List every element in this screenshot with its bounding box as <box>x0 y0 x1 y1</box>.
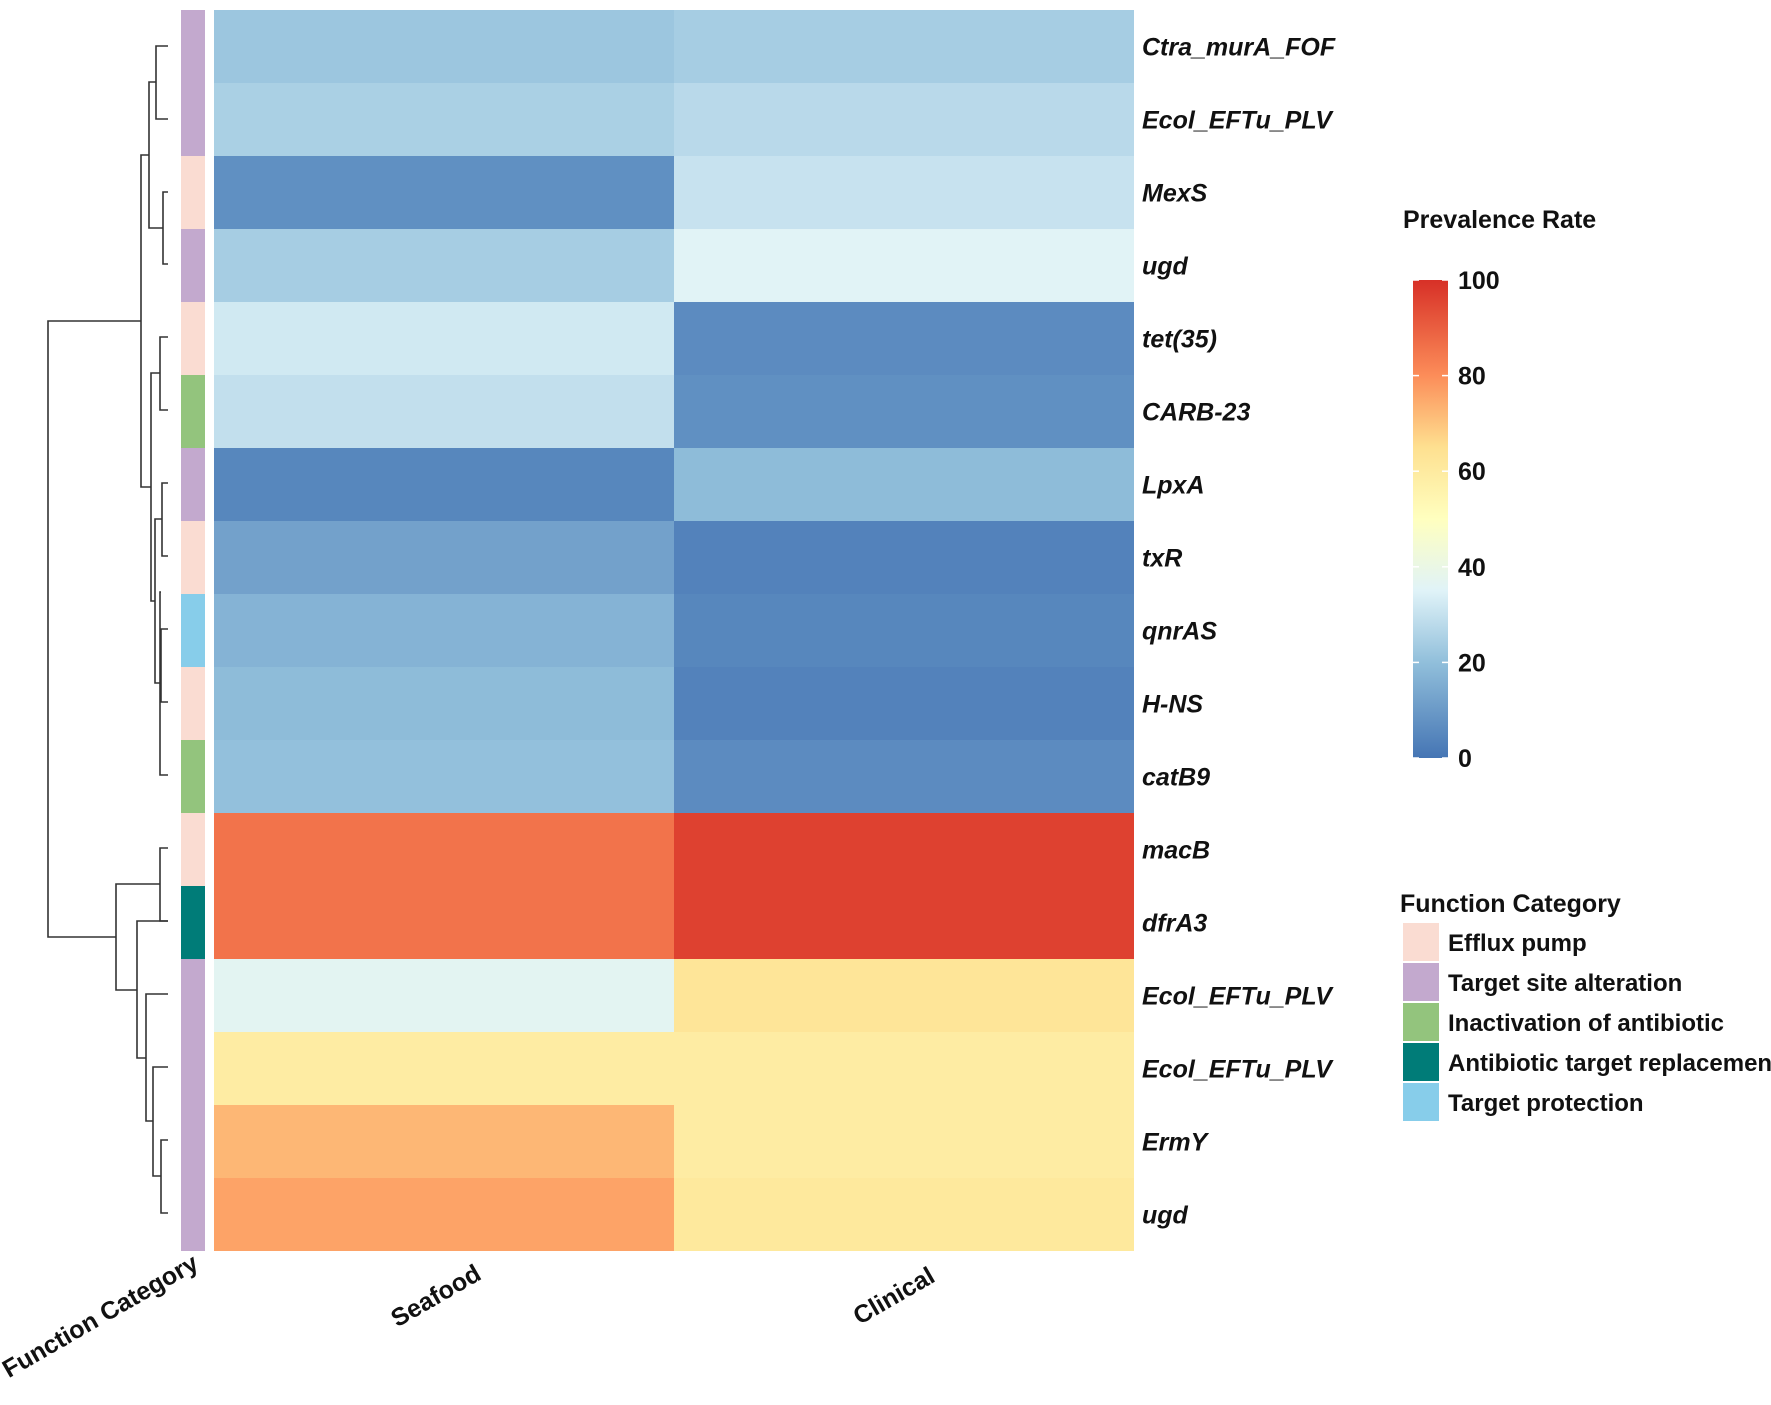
heatmap-cell-dfra3-clinical <box>674 886 1134 959</box>
row-label-ctra-mura-fof: Ctra_murA_FOF <box>1142 34 1336 62</box>
legend-label-target-protection: Target protection <box>1448 1090 1644 1117</box>
category-cell-target-site-alteration <box>181 1032 205 1105</box>
legend-label-target-site-alteration: Target site alteration <box>1448 970 1682 997</box>
heatmap-cell-ecol-eftu-plv-clinical <box>674 1032 1134 1105</box>
category-cell-target-site-alteration <box>181 1178 205 1251</box>
category-cell-target-site-alteration <box>181 448 205 521</box>
legend-label-efflux-pump: Efflux pump <box>1448 930 1587 957</box>
heatmap-cell-ecol-eftu-plv-clinical <box>674 83 1134 156</box>
heatmap-cell-mexs-seafood <box>214 156 674 229</box>
heatmap-cell-ctra-mura-fof-seafood <box>214 10 674 83</box>
category-cell-target-protection <box>181 594 205 667</box>
category-cell-efflux-pump <box>181 521 205 594</box>
heatmap-cell-ecol-eftu-plv-seafood <box>214 959 674 1032</box>
category-cell-target-site-alteration <box>181 959 205 1032</box>
heatmap-cell-catb9-seafood <box>214 740 674 813</box>
heatmap-cell-ugd-clinical <box>674 229 1134 302</box>
category-cell-target-site-alteration <box>181 229 205 302</box>
heatmap-cell-ctra-mura-fof-clinical <box>674 10 1134 83</box>
heatmap-cell-carb-23-clinical <box>674 375 1134 448</box>
category-cell-target-site-alteration <box>181 10 205 83</box>
row-label-qnras: qnrAS <box>1142 618 1217 646</box>
heatmap-cell-ecol-eftu-plv-seafood <box>214 1032 674 1105</box>
heatmap-cell-ugd-clinical <box>674 1178 1134 1251</box>
row-label-ecol-eftu-plv: Ecol_EFTu_PLV <box>1142 1056 1334 1084</box>
row-label-macb: macB <box>1142 837 1210 865</box>
heatmap-cell-macb-seafood <box>214 813 674 886</box>
row-label-mexs: MexS <box>1142 180 1208 208</box>
category-cell-inactivation-of-antibiotic <box>181 740 205 813</box>
colorbar-tick-label: 0 <box>1458 745 1472 773</box>
heatmap-cell-macb-clinical <box>674 813 1134 886</box>
heatmap-cell-txr-seafood <box>214 521 674 594</box>
colorbar-ticks: 0 20 40 60 80 100 <box>1413 267 1500 773</box>
category-cell-antibiotic-target-replacement <box>181 886 205 959</box>
row-dendrogram <box>47 45 168 1214</box>
heatmap-cell-h-ns-seafood <box>214 667 674 740</box>
row-label-h-ns: H-NS <box>1142 691 1203 719</box>
category-cell-efflux-pump <box>181 156 205 229</box>
row-label-ugd: ugd <box>1142 253 1189 281</box>
row-label-ecol-eftu-plv: Ecol_EFTu_PLV <box>1142 983 1334 1011</box>
heatmap-cell-dfra3-seafood <box>214 886 674 959</box>
row-label-tet-35: tet(35) <box>1142 326 1217 354</box>
row-labels: Ctra_murA_FOF Ecol_EFTu_PLV MexS ugd tet(35)… <box>1142 34 1336 1230</box>
heatmap-cell-lpxa-clinical <box>674 448 1134 521</box>
category-cell-inactivation-of-antibiotic <box>181 375 205 448</box>
legend-swatch-target-site-alteration <box>1403 963 1439 1001</box>
row-label-carb-23: CARB-23 <box>1142 399 1250 427</box>
row-label-lpxa: LpxA <box>1142 472 1205 500</box>
heatmap-cell-h-ns-clinical <box>674 667 1134 740</box>
category-cell-efflux-pump <box>181 302 205 375</box>
heatmap-cell-ermy-seafood <box>214 1105 674 1178</box>
heatmap-cell-qnras-seafood <box>214 594 674 667</box>
row-label-txr: txR <box>1142 545 1182 573</box>
legend-swatch-inactivation-of-antibiotic <box>1403 1003 1439 1041</box>
heatmap-cells <box>214 10 1134 1251</box>
category-cell-target-site-alteration <box>181 83 205 156</box>
row-label-ugd: ugd <box>1142 1202 1189 1230</box>
heatmap-cell-mexs-clinical <box>674 156 1134 229</box>
col-label-clinical: Clinical <box>848 1262 939 1331</box>
legend-label-antibiotic-target-replacement: Antibiotic target replacement <box>1448 1050 1771 1077</box>
category-legend-title: Function Category <box>1400 890 1621 918</box>
legend-swatch-efflux-pump <box>1403 923 1439 961</box>
heatmap-cell-lpxa-seafood <box>214 448 674 521</box>
heatmap-cell-tet-35-seafood <box>214 302 674 375</box>
row-label-catb9: catB9 <box>1142 764 1210 792</box>
heatmap-cell-ugd-seafood <box>214 229 674 302</box>
function-category-bar <box>181 10 205 1251</box>
heatmap-cell-ecol-eftu-plv-clinical <box>674 959 1134 1032</box>
colorbar-legend: Prevalence Rate 0 20 40 60 80 100 <box>1403 206 1596 773</box>
category-cell-efflux-pump <box>181 667 205 740</box>
colorbar-tick-label: 100 <box>1458 267 1500 295</box>
row-label-ecol-eftu-plv: Ecol_EFTu_PLV <box>1142 107 1334 135</box>
heatmap-cell-ugd-seafood <box>214 1178 674 1251</box>
colorbar-tick-label: 20 <box>1458 649 1486 677</box>
category-legend: Function Category Efflux pump Target site… <box>1400 890 1771 1121</box>
legend-swatch-antibiotic-target-replacement <box>1403 1043 1439 1081</box>
row-label-ermy: ErmY <box>1142 1129 1210 1157</box>
col-label-seafood: Seafood <box>386 1259 485 1333</box>
legend-label-inactivation-of-antibiotic: Inactivation of antibiotic <box>1448 1010 1724 1037</box>
legend-swatch-target-protection <box>1403 1083 1439 1121</box>
colorbar-tick-label: 60 <box>1458 458 1486 486</box>
heatmap-cell-ermy-clinical <box>674 1105 1134 1178</box>
heatmap-cell-qnras-clinical <box>674 594 1134 667</box>
heatmap-cell-ecol-eftu-plv-seafood <box>214 83 674 156</box>
colorbar-gradient <box>1413 280 1448 758</box>
category-cell-efflux-pump <box>181 813 205 886</box>
colorbar-tick-label: 80 <box>1458 363 1486 391</box>
category-cell-target-site-alteration <box>181 1105 205 1178</box>
colorbar-tick-label: 40 <box>1458 554 1486 582</box>
heatmap-cell-catb9-clinical <box>674 740 1134 813</box>
colorbar-title: Prevalence Rate <box>1403 206 1596 234</box>
heatmap-cell-tet-35-clinical <box>674 302 1134 375</box>
row-label-dfra3: dfrA3 <box>1142 910 1207 938</box>
heatmap-cell-txr-clinical <box>674 521 1134 594</box>
heatmap-cell-carb-23-seafood <box>214 375 674 448</box>
annotation-axis-label: Function Category <box>0 1249 203 1384</box>
category-legend-items: Efflux pump Target site alteration Inactiv… <box>1403 923 1771 1121</box>
